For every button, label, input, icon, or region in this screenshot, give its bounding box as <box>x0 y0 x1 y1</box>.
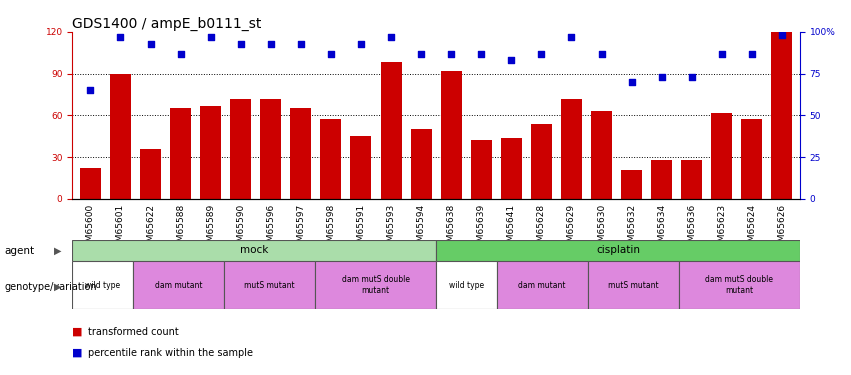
Point <box>625 79 638 85</box>
Point <box>745 51 758 57</box>
Text: percentile rank within the sample: percentile rank within the sample <box>88 348 253 357</box>
Bar <box>591 111 612 199</box>
Bar <box>588 261 678 309</box>
Point <box>775 32 789 38</box>
Point <box>685 74 699 80</box>
Bar <box>315 261 436 309</box>
Text: wild type: wild type <box>448 280 484 290</box>
Bar <box>133 261 224 309</box>
Bar <box>72 240 436 261</box>
Point <box>324 51 338 57</box>
Bar <box>170 108 191 199</box>
Point <box>595 51 608 57</box>
Bar <box>260 99 282 199</box>
Text: ■: ■ <box>72 327 83 337</box>
Text: mutS mutant: mutS mutant <box>608 280 659 290</box>
Point <box>204 34 218 40</box>
Point <box>114 34 128 40</box>
Bar <box>436 240 800 261</box>
Bar <box>500 138 522 199</box>
Text: agent: agent <box>4 246 34 256</box>
Text: dam mutS double
mutant: dam mutS double mutant <box>341 275 409 295</box>
Point <box>264 40 277 46</box>
Point <box>444 51 458 57</box>
Point <box>294 40 308 46</box>
Bar <box>621 170 643 199</box>
Bar <box>681 160 702 199</box>
Text: dam mutant: dam mutant <box>518 280 566 290</box>
Point <box>654 74 668 80</box>
Bar <box>72 261 133 309</box>
Point <box>144 40 157 46</box>
Text: transformed count: transformed count <box>88 327 179 337</box>
Point <box>534 51 548 57</box>
Text: cisplatin: cisplatin <box>596 245 640 255</box>
Bar <box>110 74 131 199</box>
Point <box>83 87 97 93</box>
Bar <box>230 99 251 199</box>
Bar <box>200 106 221 199</box>
Bar <box>678 261 800 309</box>
Bar <box>380 63 402 199</box>
Text: ■: ■ <box>72 348 83 357</box>
Text: wild type: wild type <box>85 280 120 290</box>
Point <box>715 51 728 57</box>
Bar <box>410 129 431 199</box>
Point <box>354 40 368 46</box>
Text: mock: mock <box>240 245 268 255</box>
Bar <box>140 149 161 199</box>
Text: dam mutS double
mutant: dam mutS double mutant <box>705 275 774 295</box>
Bar <box>711 112 733 199</box>
Point <box>174 51 187 57</box>
Text: dam mutant: dam mutant <box>155 280 203 290</box>
Text: genotype/variation: genotype/variation <box>4 282 97 292</box>
Bar <box>771 32 792 199</box>
Bar <box>441 71 462 199</box>
Bar <box>497 261 588 309</box>
Point <box>234 40 248 46</box>
Bar <box>290 108 311 199</box>
Bar <box>224 261 315 309</box>
Bar <box>561 99 582 199</box>
Bar <box>436 261 497 309</box>
Bar <box>80 168 101 199</box>
Point <box>564 34 578 40</box>
Point <box>505 57 518 63</box>
Point <box>474 51 488 57</box>
Bar <box>531 124 552 199</box>
Text: mutS mutant: mutS mutant <box>244 280 294 290</box>
Bar <box>471 140 492 199</box>
Point <box>414 51 428 57</box>
Point <box>385 34 398 40</box>
Text: ▶: ▶ <box>54 246 61 256</box>
Bar <box>741 120 762 199</box>
Bar <box>351 136 372 199</box>
Text: ▶: ▶ <box>54 282 61 292</box>
Bar <box>651 160 672 199</box>
Bar <box>320 120 341 199</box>
Text: GDS1400 / ampE_b0111_st: GDS1400 / ampE_b0111_st <box>72 17 262 31</box>
